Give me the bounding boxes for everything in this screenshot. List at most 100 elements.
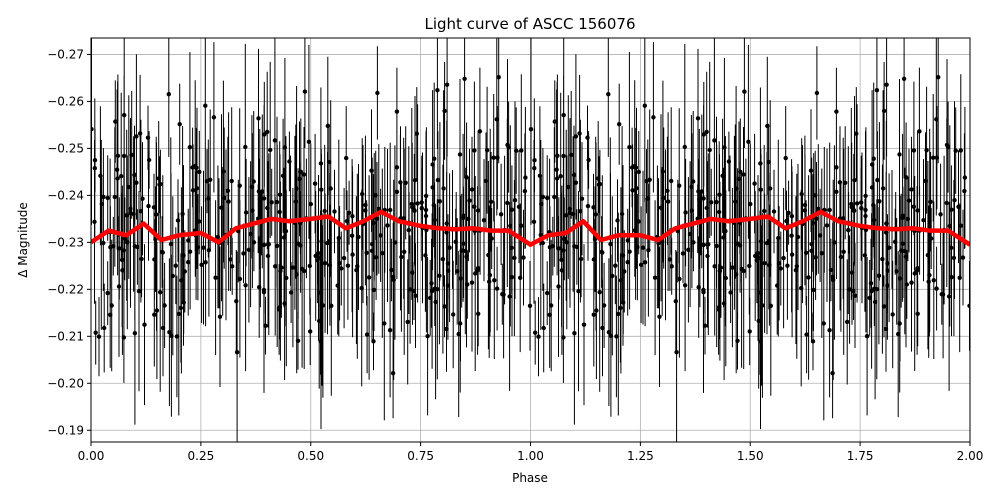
data-point — [851, 288, 856, 294]
data-point — [134, 180, 139, 185]
data-point — [274, 199, 280, 205]
data-point — [762, 261, 767, 266]
data-point — [737, 243, 743, 248]
data-point — [298, 169, 303, 174]
data-point — [406, 227, 411, 233]
data-point — [243, 144, 248, 150]
data-point — [722, 145, 727, 150]
data-point — [459, 248, 464, 253]
data-point — [540, 240, 545, 246]
data-point — [960, 255, 966, 260]
data-point — [387, 328, 393, 333]
data-point — [382, 321, 387, 326]
data-point — [483, 178, 489, 184]
data-point — [219, 205, 224, 210]
x-tick-label: 0.00 — [78, 449, 105, 463]
data-point — [142, 322, 147, 327]
data-point — [651, 115, 656, 120]
data-point — [514, 148, 519, 153]
data-point — [717, 304, 722, 310]
data-point — [591, 257, 597, 262]
data-point — [752, 181, 757, 186]
data-point — [492, 278, 497, 283]
data-point — [363, 208, 368, 213]
data-point — [872, 299, 878, 305]
data-point — [924, 148, 929, 153]
data-point — [190, 188, 196, 193]
data-point — [364, 332, 370, 337]
data-point — [902, 248, 907, 254]
data-point — [852, 293, 858, 298]
x-axis-label: Phase — [512, 471, 548, 485]
data-point — [371, 339, 376, 344]
data-point — [793, 268, 799, 273]
data-point — [282, 301, 287, 306]
data-point — [488, 199, 494, 204]
data-point — [320, 303, 326, 308]
data-point — [96, 334, 102, 339]
data-point — [821, 321, 826, 326]
data-point — [206, 196, 211, 201]
data-point — [145, 135, 151, 140]
data-point — [512, 255, 517, 261]
data-point — [356, 234, 361, 240]
data-point — [507, 294, 512, 299]
data-point — [265, 242, 271, 247]
data-point — [345, 263, 351, 268]
data-point — [328, 186, 333, 191]
data-point — [667, 257, 673, 262]
data-point — [290, 265, 296, 270]
data-point — [432, 217, 437, 223]
data-point — [317, 318, 322, 324]
data-point — [318, 161, 324, 166]
data-point — [561, 153, 566, 159]
data-point — [951, 255, 957, 261]
data-point — [125, 240, 130, 245]
data-point — [665, 199, 671, 204]
data-point — [621, 300, 626, 305]
data-point — [307, 263, 312, 269]
data-point — [413, 293, 418, 298]
data-point — [467, 198, 472, 203]
data-point — [154, 308, 160, 313]
data-point — [435, 88, 440, 93]
data-point — [228, 257, 233, 262]
data-point — [871, 217, 877, 223]
data-point — [838, 254, 844, 260]
data-point — [405, 319, 410, 325]
data-point — [909, 187, 914, 192]
data-point — [617, 122, 622, 127]
data-point — [234, 299, 239, 304]
data-point — [101, 194, 106, 200]
data-point — [222, 195, 227, 201]
data-point — [344, 218, 350, 224]
data-point — [859, 206, 864, 211]
data-point — [717, 209, 722, 215]
data-point — [608, 241, 613, 247]
data-point — [234, 350, 240, 355]
data-point — [705, 253, 710, 259]
data-point — [369, 248, 375, 253]
data-point — [378, 233, 383, 238]
data-point — [819, 251, 824, 256]
data-point — [883, 230, 889, 235]
data-point — [555, 153, 560, 158]
data-point — [462, 76, 467, 82]
data-point — [564, 213, 569, 218]
data-point — [830, 274, 835, 280]
data-point — [241, 251, 246, 256]
data-point — [146, 203, 151, 209]
data-point — [246, 247, 252, 252]
data-point — [179, 278, 184, 283]
data-point — [748, 201, 753, 207]
data-point — [747, 263, 752, 269]
data-point — [634, 186, 639, 191]
data-point — [701, 196, 706, 201]
data-point — [481, 218, 487, 223]
data-point — [852, 178, 857, 183]
data-point — [409, 201, 414, 207]
data-point — [947, 223, 952, 229]
data-point — [176, 311, 181, 317]
data-point — [425, 334, 430, 339]
data-point — [900, 213, 906, 218]
